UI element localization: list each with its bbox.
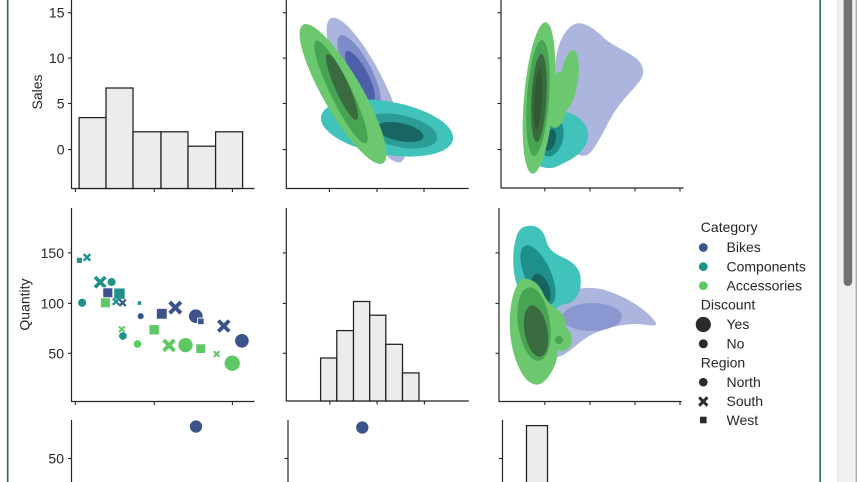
svg-text:50: 50 (48, 345, 64, 361)
svg-text:Accessories: Accessories (727, 278, 802, 294)
svg-text:Discount: Discount (701, 297, 756, 313)
svg-text:Bikes: Bikes (727, 239, 761, 255)
svg-text:No: No (727, 336, 745, 352)
svg-text:West: West (727, 412, 759, 428)
svg-text:Components: Components (727, 258, 806, 274)
svg-text:15: 15 (49, 5, 65, 21)
svg-text:Category: Category (701, 219, 758, 235)
svg-text:0: 0 (57, 142, 65, 158)
svg-text:North: North (727, 374, 761, 390)
svg-text:100: 100 (41, 295, 65, 311)
svg-text:Quantity: Quantity (17, 278, 33, 330)
svg-text:Region: Region (701, 355, 745, 371)
svg-text:50: 50 (48, 451, 64, 467)
svg-text:5: 5 (57, 96, 65, 112)
svg-text:Sales: Sales (29, 74, 45, 109)
svg-text:10: 10 (49, 50, 65, 66)
svg-text:South: South (727, 393, 764, 409)
svg-text:Yes: Yes (727, 316, 750, 332)
svg-text:150: 150 (41, 245, 65, 261)
